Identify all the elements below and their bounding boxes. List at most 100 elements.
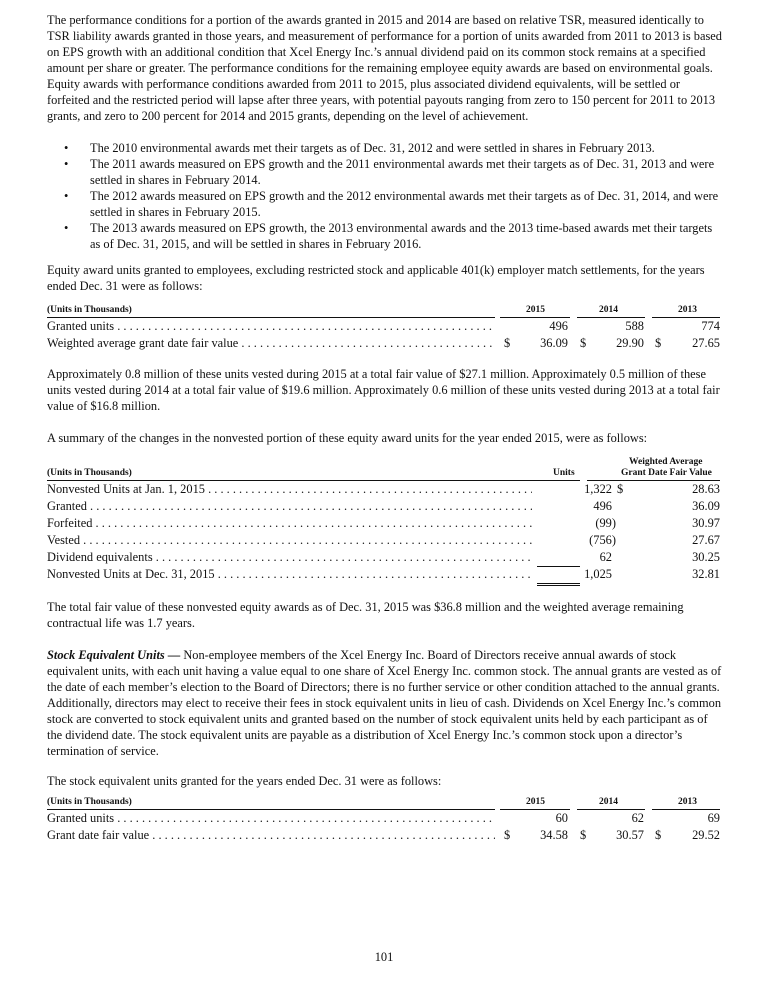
cell-value: 62 — [631, 811, 644, 825]
column-header-2015: 2015 — [526, 305, 545, 315]
row-label: Granted units — [47, 318, 495, 335]
section-title: Stock Equivalent Units — — [47, 648, 181, 662]
paragraph-performance-conditions: The performance conditions for a portion… — [47, 13, 722, 123]
table-stock-equivalent-units: (Units in Thousands) 2015 2014 2013 Gran… — [47, 797, 722, 845]
column-header-2013: 2013 — [678, 305, 697, 315]
bullet-text: The 2012 awards measured on EPS growth a… — [90, 189, 719, 219]
currency-symbol: $ — [580, 336, 587, 350]
cell-value: 36.09 — [692, 499, 720, 513]
cell-value: 28.63 — [692, 482, 720, 496]
paragraph-vested-units: Approximately 0.8 million of these units… — [47, 367, 720, 413]
row-label: Weighted average grant date fair value — [47, 335, 495, 352]
table-row: Granted units 60 62 69 — [47, 810, 722, 827]
row-label: Forfeited — [47, 515, 532, 532]
cell-value: 27.65 — [692, 336, 720, 350]
currency-symbol: $ — [504, 828, 511, 842]
divider — [577, 809, 645, 810]
table-header-units: (Units in Thousands) — [47, 305, 132, 315]
bullet-text: The 2013 awards measured on EPS growth, … — [90, 221, 713, 251]
cell-value: 29.52 — [692, 828, 720, 842]
currency-symbol: $ — [617, 482, 624, 496]
paragraph-stock-equivalent-units: Stock Equivalent Units — Non-employee me… — [47, 647, 725, 759]
paragraph-equity-award-units: Equity award units granted to employees,… — [47, 263, 705, 293]
list-item: • The 2013 awards measured on EPS growth,… — [47, 220, 725, 252]
divider — [587, 480, 720, 481]
cell-value: 30.25 — [692, 550, 720, 564]
column-header-grant-date-fair-value: Grant Date Fair Value — [621, 468, 712, 478]
cell-value: 774 — [701, 319, 720, 333]
column-header-weighted-average: Weighted Average — [629, 457, 703, 467]
table-row: Vested (756) 27.67 — [47, 532, 722, 549]
table-header-units: (Units in Thousands) — [47, 468, 132, 478]
cell-units: 1,025 — [584, 567, 612, 581]
table-row: Weighted average grant date fair value $… — [47, 335, 722, 352]
column-header-2014: 2014 — [599, 797, 618, 807]
table-row: Grant date fair value $ 34.58 $ 30.57 $ … — [47, 827, 722, 844]
bullet-text: The 2011 awards measured on EPS growth a… — [90, 157, 715, 187]
currency-symbol: $ — [655, 336, 662, 350]
bullet-icon: • — [64, 157, 69, 171]
divider — [577, 317, 645, 318]
double-underline — [537, 583, 580, 586]
cell-value: 29.90 — [616, 336, 644, 350]
cell-value: 588 — [625, 319, 644, 333]
cell-units: (99) — [595, 516, 616, 530]
paragraph-body: Non-employee members of the Xcel Energy … — [47, 648, 722, 758]
table-nonvested-units: (Units in Thousands) Units Weighted Aver… — [47, 457, 722, 591]
cell-value: 32.81 — [692, 567, 720, 581]
column-header-units: Units — [553, 468, 575, 478]
cell-value: 36.09 — [540, 336, 568, 350]
table-equity-award-units: (Units in Thousands) 2015 2014 2013 Gran… — [47, 305, 722, 353]
table-row: Nonvested Units at Dec. 31, 2015 1,025 32.… — [47, 566, 722, 583]
row-label: Nonvested Units at Jan. 1, 2015 — [47, 481, 532, 498]
cell-value: 27.67 — [692, 533, 720, 547]
page-number: 101 — [374, 950, 394, 964]
row-label: Granted — [47, 498, 532, 515]
bullet-icon: • — [64, 221, 69, 235]
cell-value: 34.58 — [540, 828, 568, 842]
bullet-icon: • — [64, 141, 69, 155]
bullet-list: • The 2010 environmental awards met their… — [47, 140, 725, 252]
table-row: Granted units 496 588 774 — [47, 318, 722, 335]
list-item: • The 2011 awards measured on EPS growth … — [47, 156, 725, 188]
table-row: Nonvested Units at Jan. 1, 2015 1,322 $28.… — [47, 481, 722, 498]
cell-value: 30.97 — [692, 516, 720, 530]
paragraph-summary-intro: A summary of the changes in the nonveste… — [47, 431, 648, 445]
cell-value: 69 — [707, 811, 720, 825]
divider — [537, 566, 580, 567]
row-label: Grant date fair value — [47, 827, 495, 844]
column-header-2014: 2014 — [599, 305, 618, 315]
currency-symbol: $ — [580, 828, 587, 842]
table-row: Forfeited (99) 30.97 — [47, 515, 722, 532]
row-label: Granted units — [47, 810, 495, 827]
divider — [652, 809, 720, 810]
table-row: Dividend equivalents 62 30.25 — [47, 549, 722, 566]
list-item: • The 2010 environmental awards met their… — [47, 140, 725, 156]
bullet-text: The 2010 environmental awards met their … — [90, 141, 655, 155]
cell-units: 62 — [599, 550, 612, 564]
paragraph-total-fair-value: The total fair value of these nonvested … — [47, 600, 684, 630]
cell-value: 30.57 — [616, 828, 644, 842]
divider — [500, 317, 570, 318]
cell-value: 60 — [555, 811, 568, 825]
bullet-icon: • — [64, 189, 69, 203]
table-header-units: (Units in Thousands) — [47, 797, 132, 807]
list-item: • The 2012 awards measured on EPS growth … — [47, 188, 725, 220]
currency-symbol: $ — [504, 336, 511, 350]
column-header-2015: 2015 — [526, 797, 545, 807]
paragraph-stock-equivalent-intro: The stock equivalent units granted for t… — [47, 774, 442, 788]
cell-units: 1,322 — [584, 482, 612, 496]
divider — [500, 809, 570, 810]
row-label: Vested — [47, 532, 532, 549]
document-body: The performance conditions for a portion… — [47, 12, 725, 845]
table-row: Granted 496 36.09 — [47, 498, 722, 515]
currency-symbol: $ — [655, 828, 662, 842]
divider — [652, 317, 720, 318]
row-label: Dividend equivalents — [47, 549, 532, 566]
cell-units: (756) — [589, 533, 616, 547]
cell-units: 496 — [593, 499, 612, 513]
cell-value: 496 — [549, 319, 568, 333]
column-header-2013: 2013 — [678, 797, 697, 807]
row-label: Nonvested Units at Dec. 31, 2015 — [47, 566, 532, 583]
